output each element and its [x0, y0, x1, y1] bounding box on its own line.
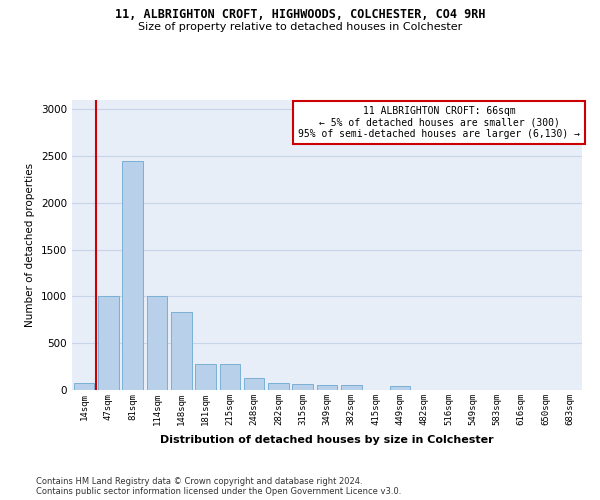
Bar: [341, 385, 362, 390]
Bar: [195, 364, 216, 390]
Bar: [389, 386, 410, 390]
Bar: [74, 383, 94, 390]
Text: Contains HM Land Registry data © Crown copyright and database right 2024.: Contains HM Land Registry data © Crown c…: [36, 478, 362, 486]
Bar: [292, 384, 313, 390]
Bar: [317, 385, 337, 390]
Text: Size of property relative to detached houses in Colchester: Size of property relative to detached ho…: [138, 22, 462, 32]
Bar: [98, 296, 119, 390]
Y-axis label: Number of detached properties: Number of detached properties: [25, 163, 35, 327]
Bar: [122, 161, 143, 390]
Text: 11 ALBRIGHTON CROFT: 66sqm
← 5% of detached houses are smaller (300)
95% of semi: 11 ALBRIGHTON CROFT: 66sqm ← 5% of detac…: [298, 106, 580, 139]
Bar: [244, 378, 265, 390]
Text: Distribution of detached houses by size in Colchester: Distribution of detached houses by size …: [160, 435, 494, 445]
Bar: [220, 364, 240, 390]
Text: 11, ALBRIGHTON CROFT, HIGHWOODS, COLCHESTER, CO4 9RH: 11, ALBRIGHTON CROFT, HIGHWOODS, COLCHES…: [115, 8, 485, 20]
Text: Contains public sector information licensed under the Open Government Licence v3: Contains public sector information licen…: [36, 488, 401, 496]
Bar: [171, 312, 191, 390]
Bar: [146, 296, 167, 390]
Bar: [268, 383, 289, 390]
